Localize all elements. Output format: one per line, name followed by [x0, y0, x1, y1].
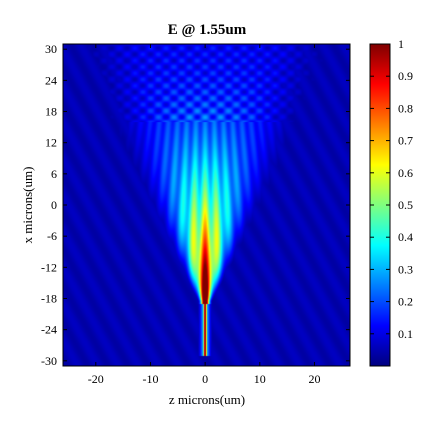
colorbar-tick-label: 0.8: [398, 101, 413, 115]
colorbar-tick-label: 0.1: [398, 327, 413, 341]
y-tick-label: -24: [41, 323, 57, 337]
y-tick-label: -12: [41, 260, 57, 274]
colorbar-tick-label: 0.7: [398, 134, 413, 148]
y-tick-label: 12: [45, 136, 57, 150]
x-axis-label: z microns(um): [169, 392, 245, 407]
colorbar-ticks: 1 0.9 0.8 0.7 0.6 0.5 0.4 0.3 0.2 0.1: [370, 37, 413, 341]
y-tick-label: 0: [51, 198, 57, 212]
colorbar-gradient: [370, 44, 390, 366]
x-tick-label: -20: [88, 372, 104, 386]
y-tick-label: -6: [47, 229, 57, 243]
x-tick-label: 10: [254, 372, 266, 386]
colorbar-tick-label: 1: [398, 37, 404, 51]
colorbar-tick-label: 0.4: [398, 230, 413, 244]
colorbar-tick-label: 0.3: [398, 262, 413, 276]
chart-title: E @ 1.55um: [168, 22, 247, 38]
x-axis-ticks: -20 -10 0 10 20: [88, 44, 320, 386]
y-tick-label: -30: [41, 354, 57, 368]
y-tick-label: 6: [51, 167, 57, 181]
colorbar-tick-label: 0.5: [398, 198, 413, 212]
heatmap-plot: [62, 43, 351, 367]
y-tick-label: 30: [45, 42, 57, 56]
field-intensity-image: [63, 44, 350, 366]
x-tick-label: 0: [202, 372, 208, 386]
y-axis-label: x microns(um): [20, 167, 35, 244]
x-tick-label: -10: [142, 372, 158, 386]
y-axis-ticks: 30 24 18 12 6 0 -6 -12 -18 -24 -30: [41, 42, 350, 368]
x-tick-label: 20: [308, 372, 320, 386]
colorbar-tick-label: 0.9: [398, 69, 413, 83]
colorbar: 1 0.9 0.8 0.7 0.6 0.5 0.4 0.3 0.2 0.1: [369, 37, 413, 367]
y-tick-label: -18: [41, 291, 57, 305]
colorbar-tick-label: 0.6: [398, 166, 413, 180]
colorbar-tick-label: 0.2: [398, 295, 413, 309]
y-tick-label: 24: [45, 73, 57, 87]
y-tick-label: 18: [45, 105, 57, 119]
